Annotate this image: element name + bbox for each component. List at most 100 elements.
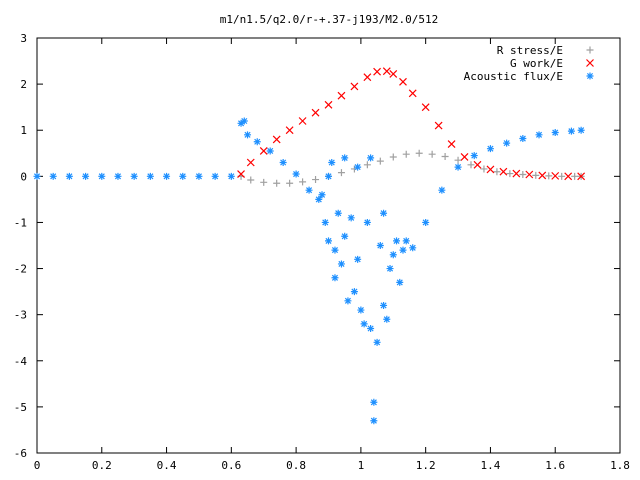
data-point bbox=[499, 167, 508, 176]
data-point bbox=[460, 153, 469, 161]
data-point bbox=[311, 108, 320, 117]
data-point bbox=[470, 152, 478, 160]
data-point bbox=[247, 176, 255, 184]
data-point bbox=[389, 153, 397, 161]
data-point bbox=[266, 147, 274, 155]
data-point bbox=[415, 149, 423, 157]
data-point bbox=[447, 140, 456, 148]
y-tick-label: -1 bbox=[14, 216, 27, 229]
data-point bbox=[486, 145, 494, 153]
data-point bbox=[246, 158, 255, 167]
data-point bbox=[519, 170, 527, 178]
data-point bbox=[383, 315, 391, 323]
data-point bbox=[260, 178, 268, 186]
data-point bbox=[331, 246, 339, 254]
data-point bbox=[272, 135, 281, 144]
data-point bbox=[558, 172, 566, 180]
data-point bbox=[441, 153, 449, 161]
data-point bbox=[380, 301, 388, 309]
data-point bbox=[486, 165, 495, 174]
y-tick-label: -6 bbox=[14, 447, 27, 460]
data-point bbox=[503, 139, 511, 147]
data-point bbox=[65, 172, 73, 180]
data-point bbox=[380, 209, 388, 217]
data-point bbox=[367, 325, 375, 332]
data-point bbox=[285, 126, 294, 135]
x-tick-label: 1 bbox=[358, 459, 365, 472]
data-point bbox=[354, 255, 362, 263]
legend-marker bbox=[586, 72, 594, 80]
data-point bbox=[334, 209, 342, 217]
data-point bbox=[341, 232, 349, 240]
data-point bbox=[467, 161, 475, 169]
data-point bbox=[408, 89, 417, 98]
legend-marker bbox=[586, 59, 594, 67]
data-point bbox=[545, 172, 553, 180]
x-tick-label: 0.2 bbox=[92, 459, 112, 472]
data-point bbox=[382, 67, 391, 76]
data-point bbox=[179, 172, 187, 180]
x-tick-label: 0.8 bbox=[286, 459, 306, 472]
series-1 bbox=[237, 67, 586, 181]
data-point bbox=[318, 191, 326, 199]
data-point bbox=[325, 172, 332, 180]
data-point bbox=[237, 170, 245, 178]
data-point bbox=[347, 214, 355, 222]
data-point bbox=[331, 274, 339, 282]
data-point bbox=[341, 154, 349, 162]
data-point bbox=[399, 77, 407, 86]
data-point bbox=[114, 172, 122, 180]
data-point bbox=[525, 170, 534, 179]
legend-marker bbox=[586, 46, 594, 54]
data-point bbox=[473, 160, 482, 169]
data-point bbox=[393, 237, 401, 245]
data-point bbox=[328, 159, 336, 166]
data-point bbox=[325, 237, 332, 245]
data-point bbox=[305, 186, 313, 194]
x-tick-label: 1.4 bbox=[481, 459, 501, 472]
data-point bbox=[354, 163, 362, 171]
data-point bbox=[532, 171, 540, 179]
x-tick-label: 1.8 bbox=[610, 459, 630, 472]
data-point bbox=[292, 170, 300, 178]
data-point bbox=[373, 338, 381, 346]
legend-label: R stress/E bbox=[497, 44, 563, 57]
data-point bbox=[422, 218, 430, 226]
data-point bbox=[577, 126, 585, 134]
y-tick-label: -5 bbox=[14, 401, 27, 414]
data-point bbox=[376, 242, 384, 249]
data-point bbox=[396, 278, 404, 286]
data-point bbox=[564, 172, 573, 181]
data-point bbox=[567, 127, 575, 135]
x-tick-label: 0 bbox=[34, 459, 41, 472]
data-point bbox=[454, 163, 462, 171]
data-point bbox=[244, 131, 252, 139]
data-point bbox=[551, 129, 559, 137]
data-point bbox=[363, 73, 372, 82]
series-2 bbox=[33, 117, 585, 425]
data-point bbox=[409, 244, 417, 252]
x-tick-label: 1.2 bbox=[416, 459, 436, 472]
data-point bbox=[337, 260, 345, 268]
data-point bbox=[571, 172, 579, 180]
data-point bbox=[279, 159, 287, 166]
data-point bbox=[82, 172, 90, 180]
data-point bbox=[312, 176, 320, 184]
data-point bbox=[344, 297, 352, 305]
chart-title: m1/n1.5/q2.0/r-+.37-j193/M2.0/512 bbox=[220, 13, 439, 26]
series-0 bbox=[237, 149, 585, 187]
data-point bbox=[298, 117, 307, 125]
data-point bbox=[438, 186, 446, 194]
data-point bbox=[370, 417, 378, 425]
data-point bbox=[286, 179, 294, 187]
data-point bbox=[315, 195, 323, 203]
data-point bbox=[299, 178, 307, 186]
data-point bbox=[337, 91, 346, 100]
data-point bbox=[402, 237, 410, 245]
data-point bbox=[519, 135, 527, 143]
y-tick-label: -2 bbox=[14, 263, 27, 276]
data-point bbox=[493, 168, 501, 176]
data-point bbox=[350, 288, 358, 296]
data-point bbox=[324, 100, 333, 109]
